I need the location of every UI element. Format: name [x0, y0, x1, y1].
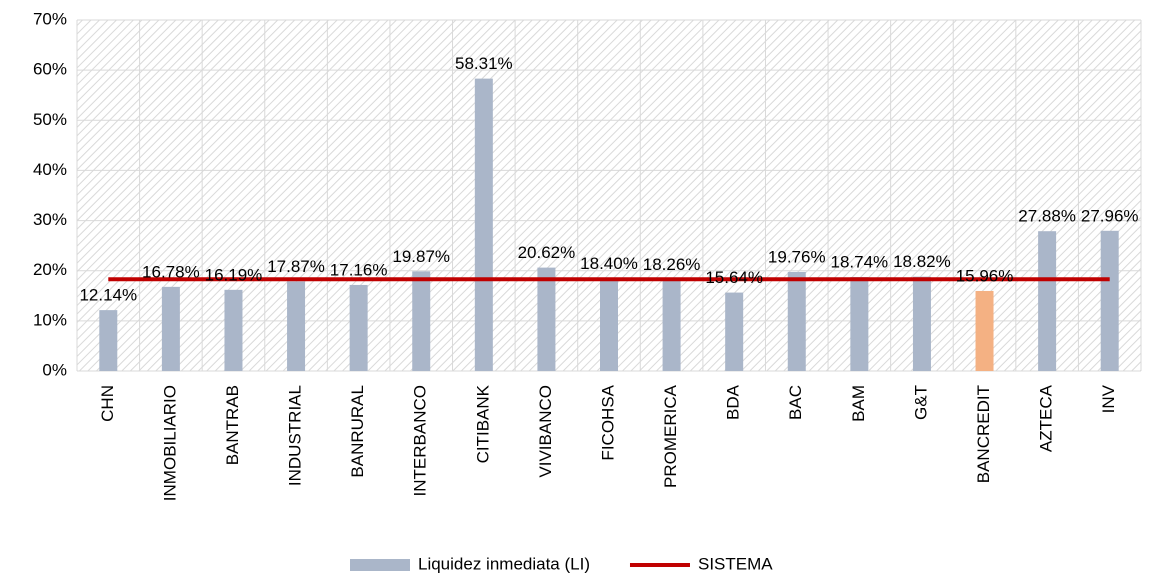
data-label: 27.96%: [1081, 206, 1139, 225]
bar: [912, 276, 931, 371]
data-label: 58.31%: [455, 54, 513, 73]
x-tick-label: PROMERICA: [661, 384, 680, 488]
y-tick-label: 40%: [33, 160, 67, 179]
bar: [787, 271, 806, 371]
y-tick-label: 0%: [42, 360, 67, 379]
x-tick-label: INTERBANCO: [411, 385, 430, 496]
legend-swatch: [350, 559, 410, 571]
legend-label: SISTEMA: [698, 554, 773, 573]
bar: [412, 271, 431, 371]
y-tick-label: 20%: [33, 260, 67, 279]
x-tick-label: BDA: [724, 384, 743, 420]
data-label: 20.62%: [518, 243, 576, 262]
data-label: 12.14%: [79, 286, 137, 305]
data-label: 15.64%: [705, 268, 763, 287]
bar: [600, 278, 618, 371]
data-label: 27.88%: [1018, 207, 1076, 226]
data-label: 17.87%: [267, 257, 325, 276]
data-label: 16.78%: [142, 262, 200, 281]
bar: [850, 277, 869, 371]
bar: [287, 281, 306, 371]
y-tick-label: 70%: [33, 9, 67, 28]
data-label: 17.16%: [330, 260, 388, 279]
data-label: 19.76%: [768, 247, 826, 266]
bar: [1100, 230, 1119, 371]
x-tick-label: BANCREDIT: [974, 385, 993, 483]
x-tick-label: FICOHSA: [598, 384, 617, 460]
data-label: 16.19%: [205, 265, 263, 284]
bar: [975, 290, 994, 371]
x-tick-label: INDUSTRIAL: [286, 385, 305, 486]
data-label: 18.74%: [831, 253, 889, 272]
data-label: 18.82%: [893, 252, 951, 271]
x-tick-label: BAM: [849, 385, 868, 422]
y-tick-label: 50%: [33, 110, 67, 129]
bar: [99, 310, 118, 371]
bar: [725, 292, 744, 371]
x-tick-label: G&T: [911, 385, 930, 420]
x-tick-label: CITIBANK: [473, 384, 492, 463]
x-tick-label: BANTRAB: [223, 385, 242, 465]
data-label: 18.26%: [643, 255, 701, 274]
data-label: 18.40%: [580, 254, 638, 273]
bar: [349, 284, 368, 371]
x-tick-label: BAC: [786, 385, 805, 420]
x-tick-label: AZTECA: [1037, 384, 1056, 452]
bar: [161, 286, 180, 371]
x-tick-label: BANRURAL: [348, 385, 367, 478]
bar: [662, 279, 681, 371]
bar: [537, 267, 556, 371]
data-label: 15.96%: [956, 266, 1014, 285]
legend-label: Liquidez inmediata (LI): [418, 554, 590, 573]
y-tick-label: 30%: [33, 210, 67, 229]
y-tick-label: 60%: [33, 60, 67, 79]
data-label: 19.87%: [392, 247, 450, 266]
x-tick-label: INMOBILIARIO: [160, 385, 179, 501]
x-tick-label: INV: [1099, 384, 1118, 413]
x-tick-label: CHN: [98, 385, 117, 422]
y-tick-label: 10%: [33, 310, 67, 329]
bar: [474, 78, 493, 371]
bar: [224, 289, 243, 371]
bar: [1038, 231, 1057, 371]
x-tick-label: VIVIBANCO: [536, 385, 555, 478]
